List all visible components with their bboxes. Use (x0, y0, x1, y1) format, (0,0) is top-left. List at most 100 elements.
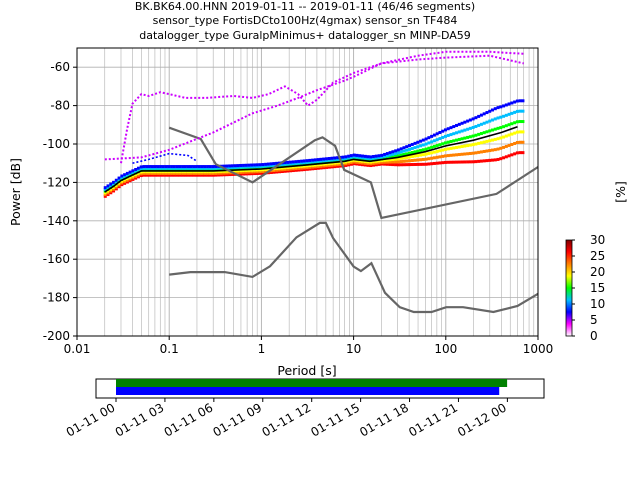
density-cell (294, 167, 298, 171)
density-cell (200, 166, 204, 170)
density-cell (513, 152, 517, 156)
density-cell (150, 165, 154, 169)
density-cell (247, 167, 251, 171)
density-cell (261, 169, 265, 173)
density-cell (344, 160, 348, 164)
density-cell (435, 144, 439, 148)
density-cell (153, 173, 157, 177)
density-cell (244, 170, 248, 174)
density-cell (125, 180, 129, 184)
density-cell (352, 157, 356, 161)
density-cell (197, 165, 201, 169)
density-cell (120, 176, 124, 180)
density-cell (424, 152, 428, 156)
density-cell (280, 163, 284, 167)
density-cell (485, 111, 489, 115)
density-cell (347, 163, 351, 167)
density-cell (515, 99, 519, 103)
density-cell (148, 173, 152, 177)
density-cell (161, 166, 165, 170)
density-cell (490, 158, 494, 162)
density-cell (145, 173, 149, 177)
density-cell (170, 165, 174, 169)
density-cell (200, 165, 204, 169)
density-cell (504, 144, 508, 148)
density-cell (430, 156, 434, 160)
density-cell (222, 173, 226, 177)
density-cell (355, 155, 359, 159)
density-cell (114, 185, 118, 189)
density-cell (123, 180, 127, 184)
density-cell (178, 165, 182, 169)
density-cell (349, 155, 353, 159)
density-cell (103, 186, 107, 190)
density-cell (471, 160, 475, 164)
density-cell (142, 165, 146, 169)
density-cell (308, 160, 312, 164)
y-tick-label: -100 (43, 137, 70, 151)
density-cell (419, 158, 423, 162)
density-cell (377, 162, 381, 166)
density-cell (463, 160, 467, 164)
density-cell (186, 173, 190, 177)
density-cell (181, 170, 185, 174)
density-cell (438, 137, 442, 141)
density-cell (468, 143, 472, 147)
density-cell (200, 173, 204, 177)
density-cell (183, 168, 187, 172)
density-cell (432, 139, 436, 143)
density-cell (446, 147, 450, 151)
density-cell (432, 133, 436, 137)
density-cell (136, 168, 140, 172)
density-cell (493, 127, 497, 131)
density-cell (214, 170, 218, 174)
x-axis-label: Period [s] (277, 363, 336, 378)
density-cell (377, 155, 381, 159)
density-cell (504, 103, 508, 107)
density-cell (250, 172, 254, 176)
density-cell (452, 139, 456, 143)
density-cell (374, 161, 378, 165)
density-cell (244, 167, 248, 171)
density-cell (203, 173, 207, 177)
density-cell (333, 156, 337, 160)
density-cell (175, 170, 179, 174)
density-cell (280, 170, 284, 174)
density-cell (192, 165, 196, 169)
density-cell (195, 170, 199, 174)
density-cell (499, 105, 503, 109)
density-cell (289, 169, 293, 173)
density-cell (499, 157, 503, 161)
density-cell (449, 146, 453, 150)
density-cell (242, 165, 246, 169)
density-cell (148, 171, 152, 175)
density-cell (244, 172, 248, 176)
density-cell (474, 142, 478, 146)
density-cell (388, 151, 392, 155)
x-tick-label: 0.01 (64, 342, 91, 356)
density-cell (369, 164, 373, 168)
density-cell (170, 168, 174, 172)
density-cell (131, 177, 135, 181)
density-cell (225, 173, 229, 177)
density-cell (482, 121, 486, 125)
density-cell (313, 158, 317, 162)
density-cell (499, 136, 503, 140)
density-cell (183, 173, 187, 177)
density-cell (261, 164, 265, 168)
density-cell (358, 155, 362, 159)
density-cell (286, 167, 290, 171)
density-cell (247, 170, 251, 174)
density-cell (405, 148, 409, 152)
density-cell (228, 164, 232, 168)
density-cell (316, 165, 320, 169)
density-cell (272, 168, 276, 172)
density-cell (156, 170, 160, 174)
density-cell (297, 161, 301, 165)
density-cell (347, 159, 351, 163)
timeline-tick-label: 01-11 06 (162, 400, 216, 439)
density-cell (490, 148, 494, 152)
y-tick-label: -160 (43, 252, 70, 266)
density-cell (300, 159, 304, 163)
